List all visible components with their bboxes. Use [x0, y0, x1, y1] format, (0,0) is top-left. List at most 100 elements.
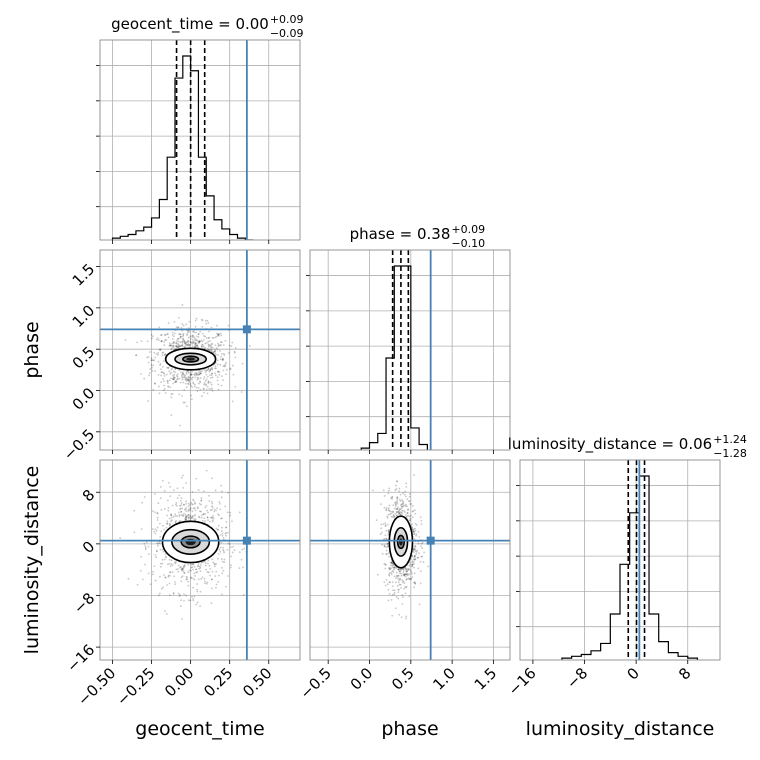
- scatter-point: [176, 342, 179, 345]
- ytick-label-luminosity-distance: 0: [79, 538, 98, 557]
- scatter-point: [199, 377, 202, 379]
- scatter-point: [396, 514, 398, 517]
- scatter-point: [181, 378, 184, 381]
- scatter-point: [415, 551, 418, 553]
- scatter-point: [185, 518, 187, 520]
- scatter-point: [230, 564, 232, 567]
- scatter-point: [189, 599, 192, 602]
- scatter-point: [383, 495, 386, 497]
- scatter-point: [198, 373, 201, 376]
- scatter-point: [404, 586, 406, 588]
- panel-geocent-time-vs-phase-contour-1: [174, 352, 208, 366]
- scatter-point: [207, 337, 210, 339]
- scatter-point: [124, 339, 127, 341]
- scatter-point: [214, 344, 217, 347]
- xtick-label-luminosity-distance: 8: [675, 664, 694, 683]
- scatter-point: [181, 343, 184, 345]
- scatter-point: [406, 574, 409, 577]
- scatter-point: [157, 353, 159, 356]
- scatter-point: [187, 383, 190, 385]
- scatter-point: [410, 571, 413, 574]
- scatter-point: [194, 341, 197, 344]
- scatter-point: [141, 578, 144, 581]
- scatter-point: [166, 499, 169, 502]
- panel-geocent-time-vs-luminosity-distance-truth-marker: [242, 536, 251, 545]
- scatter-point: [217, 580, 219, 583]
- scatter-point: [191, 334, 194, 337]
- scatter-point: [211, 520, 214, 523]
- scatter-point: [182, 570, 185, 572]
- scatter-point: [406, 570, 408, 573]
- scatter-point: [398, 588, 400, 591]
- scatter-point: [173, 376, 175, 379]
- scatter-point: [183, 340, 186, 343]
- scatter-point: [216, 557, 219, 560]
- scatter-point: [189, 343, 191, 346]
- scatter-point: [181, 507, 184, 510]
- scatter-point: [172, 335, 175, 338]
- scatter-point: [175, 326, 178, 329]
- scatter-point: [150, 357, 153, 360]
- scatter-point: [403, 504, 406, 507]
- scatter-point: [180, 576, 183, 579]
- scatter-point: [211, 505, 213, 508]
- scatter-point: [179, 605, 182, 607]
- scatter-point: [170, 344, 173, 347]
- scatter-point: [204, 512, 207, 515]
- scatter-point: [220, 496, 223, 499]
- scatter-point: [197, 340, 200, 343]
- scatter-point: [202, 387, 205, 390]
- scatter-point: [388, 574, 391, 577]
- scatter-point: [216, 379, 219, 382]
- scatter-point: [393, 501, 396, 504]
- scatter-point: [175, 560, 177, 563]
- scatter-point: [403, 574, 406, 577]
- scatter-point: [198, 567, 201, 570]
- scatter-point: [194, 337, 197, 340]
- scatter-point: [387, 507, 390, 510]
- scatter-point: [410, 573, 413, 575]
- scatter-point: [394, 607, 397, 610]
- scatter-point: [382, 489, 385, 492]
- scatter-point: [204, 346, 207, 349]
- scatter-point: [166, 379, 169, 382]
- scatter-point: [180, 344, 183, 347]
- scatter-point: [154, 532, 157, 535]
- scatter-point: [220, 484, 223, 487]
- scatter-point: [184, 518, 187, 521]
- scatter-point: [164, 553, 167, 555]
- scatter-point: [161, 351, 164, 354]
- scatter-point: [213, 351, 215, 353]
- scatter-point: [172, 344, 175, 347]
- scatter-point: [216, 335, 219, 338]
- scatter-point: [194, 376, 197, 379]
- scatter-point: [410, 578, 413, 580]
- scatter-point: [203, 338, 205, 341]
- scatter-point: [405, 573, 408, 576]
- scatter-point: [179, 565, 182, 568]
- scatter-point: [392, 515, 395, 517]
- scatter-point: [174, 520, 177, 523]
- scatter-point: [174, 513, 177, 516]
- scatter-point: [175, 345, 178, 348]
- ytick-label-phase: −0.5: [60, 425, 98, 463]
- panel-geocent-time-vs-phase-inner: [100, 250, 300, 450]
- panel-geocent-time-vs-phase-truth-marker: [242, 325, 251, 334]
- scatter-point: [217, 334, 220, 337]
- scatter-point: [399, 508, 402, 510]
- scatter-point: [149, 583, 152, 586]
- scatter-point: [180, 599, 182, 602]
- scatter-point: [171, 331, 174, 334]
- scatter-point: [207, 348, 210, 351]
- scatter-point: [196, 376, 199, 379]
- scatter-point: [187, 375, 190, 378]
- scatter-point: [197, 371, 200, 374]
- scatter-point: [397, 510, 400, 513]
- scatter-point: [387, 489, 390, 492]
- scatter-point: [408, 595, 411, 598]
- scatter-point: [177, 346, 179, 349]
- scatter-point: [197, 333, 200, 336]
- scatter-point: [181, 345, 183, 347]
- scatter-point: [396, 496, 399, 499]
- scatter-point: [154, 382, 156, 385]
